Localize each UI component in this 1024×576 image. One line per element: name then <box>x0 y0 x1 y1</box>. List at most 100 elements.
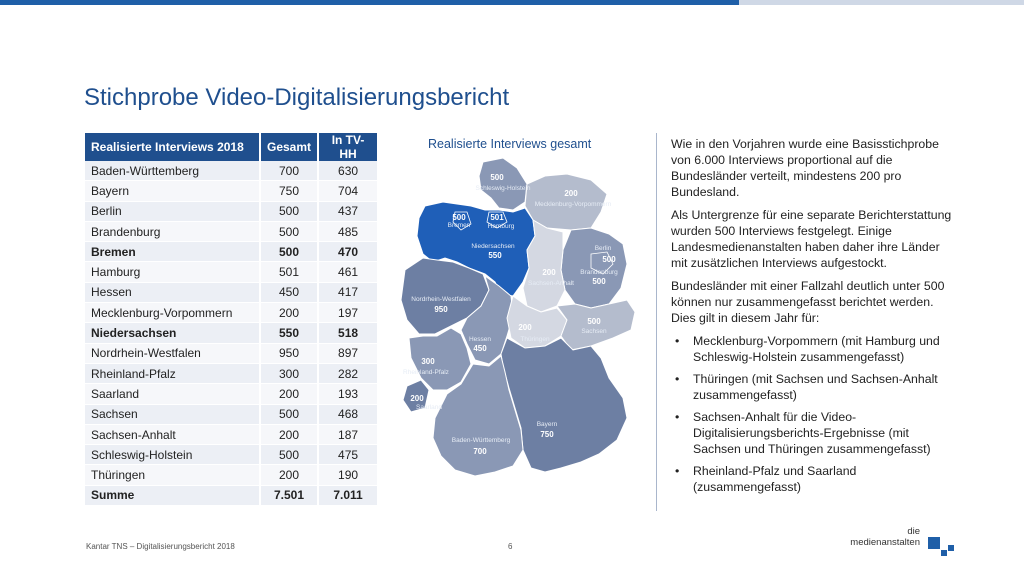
label-th-value: 200 <box>518 323 532 332</box>
label-by-value: 750 <box>540 430 554 439</box>
cell-land: Mecklenburg-Vorpommern <box>85 303 261 324</box>
label-he-name: Hessen <box>469 336 491 343</box>
label-sh-value: 500 <box>490 173 504 182</box>
page-number: 6 <box>508 542 513 551</box>
paragraph-2: Als Untergrenze für eine separate Berich… <box>671 208 952 270</box>
table-row-summe: Summe 7.501 7.011 <box>85 485 380 507</box>
cell-land: Hessen <box>85 282 261 304</box>
cell-gesamt: 950 <box>261 343 320 364</box>
cell-tvhh: 417 <box>319 282 380 304</box>
cell-tvhh: 704 <box>319 181 380 202</box>
state-bremen <box>452 211 472 231</box>
table-row: Brandenburg 500 485 <box>85 221 380 243</box>
label-hh-value: 501 <box>490 213 504 222</box>
cell-tvhh: 897 <box>319 343 380 364</box>
state-rheinland-pfalz <box>408 327 472 391</box>
cell-gesamt: 200 <box>261 303 320 324</box>
cell-land: Bayern <box>85 181 261 202</box>
cell-land: Sachsen <box>85 404 261 425</box>
state-hessen <box>460 274 514 365</box>
label-sl-name: Saarland <box>416 404 442 411</box>
label-sh-name: Schleswig-Holstein <box>476 185 531 192</box>
label-be-name: Berlin <box>595 245 612 252</box>
bullet-item: Sachsen-Anhalt für die Video-Digitalisie… <box>671 409 956 457</box>
label-hb-value: 500 <box>452 213 466 222</box>
state-hamburg <box>486 211 508 229</box>
cell-land: Rheinland-Pfalz <box>85 363 261 385</box>
label-nrw-value: 950 <box>434 305 448 314</box>
cell-land: Baden-Württemberg <box>85 161 261 182</box>
cell-gesamt: 500 <box>261 201 320 222</box>
cell-tvhh: 437 <box>319 201 380 222</box>
table-row: Hessen 450 417 <box>85 282 380 304</box>
label-ni-name: Niedersachsen <box>471 243 515 250</box>
column-divider <box>656 133 657 511</box>
footer-source: Kantar TNS – Digitalisierungsbericht 201… <box>86 542 235 551</box>
label-bw-value: 700 <box>473 447 487 456</box>
logo-text: die medienanstalten <box>850 526 920 548</box>
label-st-name: Sachsen-Anhalt <box>528 280 574 287</box>
cell-gesamt: 300 <box>261 363 320 385</box>
label-nrw-name: Nordrhein-Westfalen <box>411 296 471 303</box>
label-hb-name: Bremen <box>448 222 471 229</box>
cell-tvhh: 485 <box>319 221 380 243</box>
column-header-tvhh: In TV-HH <box>319 133 380 161</box>
cell-land: Berlin <box>85 201 261 222</box>
cell-gesamt: 500 <box>261 221 320 243</box>
label-th-name: Thüringen <box>520 336 550 343</box>
cell-tvhh: 475 <box>319 445 380 466</box>
table-row: Berlin 500 437 <box>85 201 380 222</box>
table-row: Sachsen-Anhalt 200 187 <box>85 424 380 446</box>
label-hh-name: Hamburg <box>488 223 515 230</box>
state-schleswig-holstein <box>478 157 528 211</box>
state-saarland <box>402 379 430 413</box>
label-rp-value: 300 <box>421 357 435 366</box>
label-rp-name: Rheinland-Pfalz <box>403 369 449 376</box>
label-st-value: 200 <box>542 268 556 277</box>
paragraph-3: Bundesländer mit einer Fallzahl deutlich… <box>671 279 945 325</box>
cell-land: Hamburg <box>85 262 261 283</box>
cell-gesamt: 500 <box>261 404 320 425</box>
cell-gesamt: 550 <box>261 323 320 344</box>
label-sl-value: 200 <box>410 394 424 403</box>
table-row: Baden-Württemberg 700 630 <box>85 161 380 182</box>
state-berlin <box>590 251 614 275</box>
cell-land: Saarland <box>85 384 261 405</box>
cell-tvhh: 187 <box>319 424 380 446</box>
cell-land: Nordrhein-Westfalen <box>85 343 261 364</box>
cell-gesamt: 750 <box>261 181 320 202</box>
cell-land: Bremen <box>85 242 261 263</box>
table-row: Bayern 750 704 <box>85 181 380 202</box>
table-row: Sachsen 500 468 <box>85 404 380 425</box>
cell-land: Niedersachsen <box>85 323 261 344</box>
table-row: Saarland 200 193 <box>85 384 380 405</box>
bullet-item: Mecklenburg-Vorpommern (mit Hamburg und … <box>671 333 956 365</box>
paragraph-1: Wie in den Vorjahren wurde eine Basissti… <box>671 137 939 199</box>
cell-gesamt: 700 <box>261 161 320 182</box>
state-bayern <box>500 337 628 473</box>
label-sn-name: Sachsen <box>581 328 607 335</box>
label-sn-value: 500 <box>587 317 601 326</box>
column-header-gesamt: Gesamt <box>261 133 320 161</box>
cell-tvhh: 197 <box>319 303 380 324</box>
state-sachsen-anhalt <box>522 219 566 313</box>
label-bb-value: 500 <box>592 277 606 286</box>
cell-gesamt: 200 <box>261 465 320 486</box>
logo-line-2: medienanstalten <box>850 537 920 548</box>
bullet-item: Rheinland-Pfalz und Saarland (zusammenge… <box>671 463 956 495</box>
label-ni-value: 550 <box>488 251 502 260</box>
label-by-name: Bayern <box>537 421 558 428</box>
label-bw-name: Baden-Württemberg <box>452 437 511 444</box>
top-accent-bar <box>0 0 1024 5</box>
table-row: Rheinland-Pfalz 300 282 <box>85 363 380 385</box>
table-row: Mecklenburg-Vorpommern 200 197 <box>85 303 380 324</box>
cell-land: Summe <box>85 485 261 507</box>
logo-line-1: die <box>907 526 920 537</box>
explanation-text: Wie in den Vorjahren wurde eine Basissti… <box>671 136 956 501</box>
page-title: Stichprobe Video-Digitalisierungsbericht <box>84 84 510 111</box>
cell-gesamt: 450 <box>261 282 320 304</box>
table-row: Bremen 500 470 <box>85 242 380 263</box>
table-row: Nordrhein-Westfalen 950 897 <box>85 343 380 364</box>
state-sachsen <box>556 299 636 351</box>
cell-tvhh: 461 <box>319 262 380 283</box>
